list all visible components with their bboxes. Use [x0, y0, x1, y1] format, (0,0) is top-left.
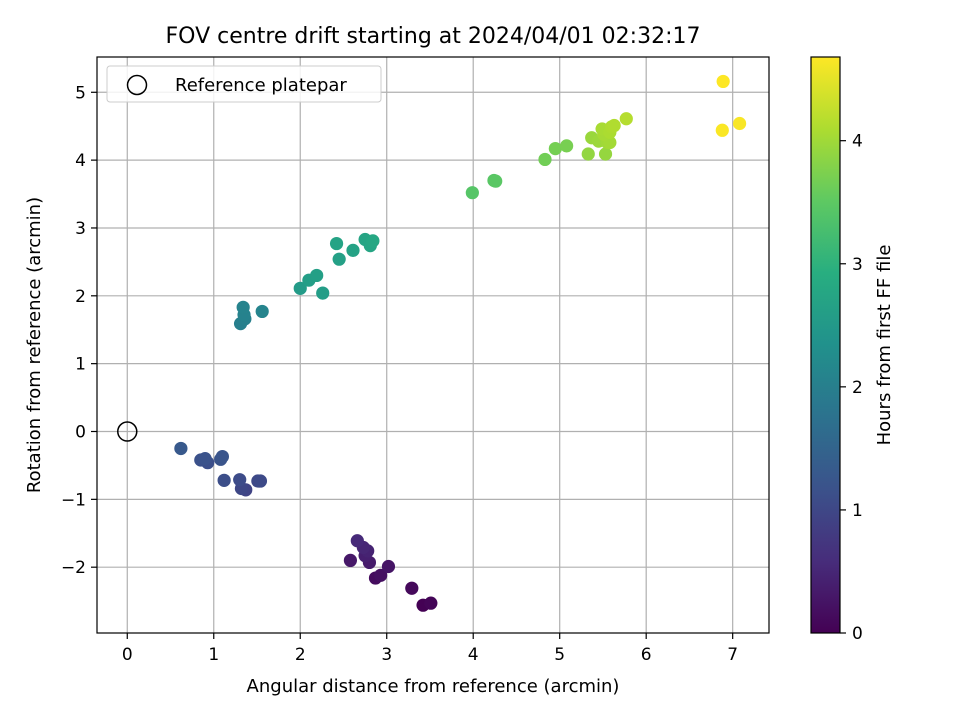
- y-tick-label: 1: [75, 355, 86, 375]
- plot-frame: [96, 56, 770, 634]
- y-tick-label: −1: [61, 490, 86, 510]
- legend-marker-icon: [126, 74, 148, 96]
- data-point: [598, 147, 613, 161]
- data-point: [405, 581, 419, 595]
- legend-box: [106, 65, 382, 103]
- data-point: [350, 534, 364, 548]
- scatter-points: [174, 74, 747, 612]
- data-point: [293, 281, 307, 295]
- x-axis-ticks: 0 1 2 3 4 5 6 7: [122, 633, 738, 665]
- data-point: [366, 234, 380, 248]
- data-point: [198, 452, 212, 466]
- colorbar-label: Hours from first FF file: [874, 245, 895, 446]
- colorbar-gradient: [810, 56, 841, 634]
- chart-title: FOV centre drift starting at 2024/04/01 …: [166, 24, 701, 49]
- legend: Reference platepar: [106, 65, 382, 103]
- grid-lines: [97, 57, 769, 633]
- legend-entry: Reference platepar: [175, 75, 347, 96]
- y-axis-ticks: −2 −1 0 1 2 3 4 5: [61, 83, 97, 578]
- y-tick-label: 5: [75, 83, 86, 103]
- y-axis-label: Rotation from reference (arcmin): [24, 197, 45, 493]
- data-point: [343, 553, 358, 568]
- data-point: [465, 186, 479, 200]
- colorbar-tick-label: 1: [852, 501, 863, 521]
- data-point: [424, 596, 438, 610]
- data-point: [253, 474, 268, 488]
- data-point: [316, 286, 330, 300]
- data-point: [548, 141, 562, 156]
- data-point: [715, 123, 729, 137]
- data-point: [332, 252, 346, 266]
- x-tick-label: 1: [208, 645, 219, 665]
- x-tick-label: 7: [727, 645, 738, 665]
- data-point: [732, 116, 747, 131]
- y-tick-label: 3: [75, 219, 86, 239]
- data-point: [489, 174, 503, 188]
- y-tick-label: 0: [75, 423, 86, 443]
- data-point: [255, 304, 269, 319]
- colorbar-tick-label: 3: [852, 255, 863, 275]
- x-axis-label: Angular distance from reference (arcmin): [247, 676, 620, 697]
- y-tick-label: 2: [75, 287, 86, 307]
- data-point: [560, 139, 574, 153]
- data-point: [329, 236, 344, 251]
- colorbar: 0 1 2 3 4 Hours from first FF file: [810, 56, 895, 644]
- colorbar-tick-label: 2: [852, 378, 863, 398]
- data-point: [538, 152, 552, 167]
- x-tick-label: 0: [122, 645, 133, 665]
- colorbar-tick-label: 4: [852, 132, 863, 152]
- data-point: [346, 243, 360, 257]
- data-point: [233, 473, 247, 487]
- x-tick-label: 6: [641, 645, 652, 665]
- data-point: [716, 74, 730, 89]
- data-point: [607, 118, 621, 133]
- reference-platepar-marker: [117, 421, 138, 442]
- data-point: [217, 473, 231, 487]
- data-point: [619, 112, 633, 126]
- data-point: [374, 568, 388, 582]
- x-tick-label: 2: [295, 645, 306, 665]
- data-point: [236, 300, 250, 314]
- y-tick-label: 4: [75, 151, 86, 171]
- x-tick-label: 5: [554, 645, 565, 665]
- data-point: [581, 147, 595, 161]
- data-point: [215, 450, 230, 464]
- x-tick-label: 4: [468, 645, 479, 665]
- colorbar-tick-label: 0: [852, 624, 863, 644]
- y-tick-label: −2: [61, 558, 86, 578]
- data-point: [174, 441, 188, 456]
- x-tick-label: 3: [381, 645, 392, 665]
- data-point: [310, 268, 324, 283]
- data-point: [381, 559, 396, 574]
- colorbar-ticks: 0 1 2 3 4: [840, 132, 863, 644]
